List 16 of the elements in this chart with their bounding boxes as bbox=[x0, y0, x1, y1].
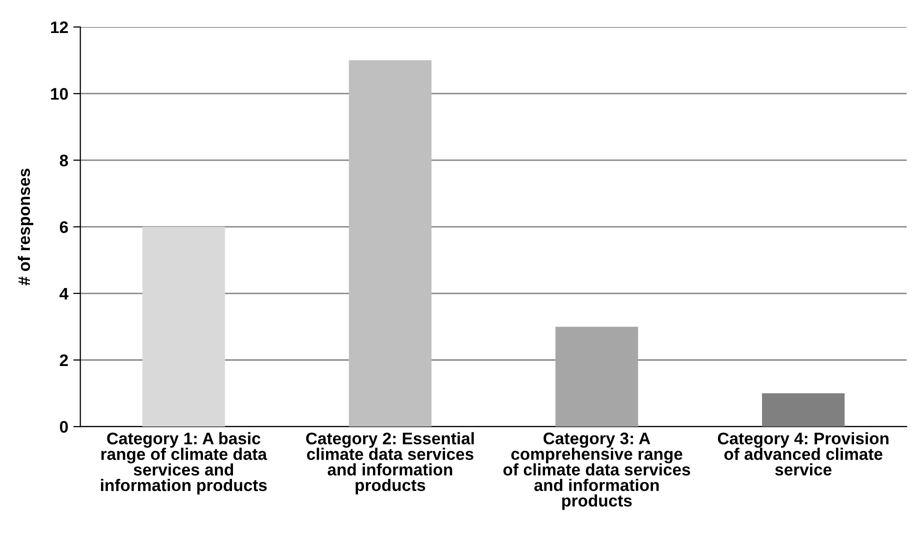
y-tick-label: 4 bbox=[60, 288, 68, 300]
y-tick-label: 8 bbox=[60, 154, 68, 166]
y-tick-label: 0 bbox=[60, 421, 68, 433]
bar bbox=[348, 60, 432, 427]
x-tick-label: Category 2: Essential climate data services and information products bbox=[306, 432, 474, 494]
x-tick-label: Category 4: Provision of advanced climate service bbox=[718, 432, 888, 476]
y-tick-label: 10 bbox=[51, 88, 68, 100]
y-axis-title: # of responses bbox=[18, 168, 34, 286]
bar bbox=[762, 393, 845, 427]
bar bbox=[142, 226, 225, 427]
y-tick-label: 2 bbox=[60, 354, 68, 366]
bar bbox=[555, 326, 638, 427]
y-tick-label: 12 bbox=[51, 21, 68, 34]
y-tick-label: 6 bbox=[60, 221, 68, 234]
x-tick-label: Category 3: A comprehensive range of climate data services and information products bbox=[503, 432, 690, 510]
x-tick-label: Category 1: A basic range of climate data services and information products bbox=[101, 432, 268, 494]
